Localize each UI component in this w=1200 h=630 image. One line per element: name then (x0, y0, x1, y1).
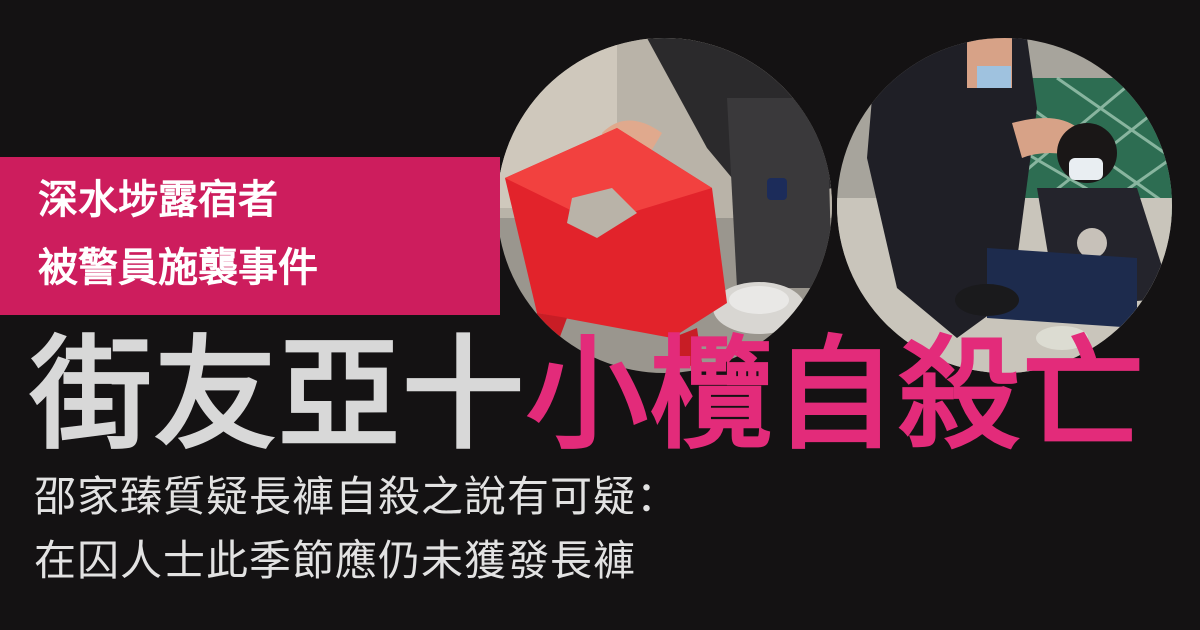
topic-banner (0, 157, 500, 315)
topic-line-2: 被警員施襲事件 (38, 245, 318, 291)
photo-red-stool (497, 38, 832, 373)
topic-line-1: 深水埗露宿者 (38, 177, 278, 223)
headline: 街友亞十小欖自殺亡 (30, 328, 1146, 462)
subtitle-line-1: 邵家臻質疑長褲自殺之說有可疑： (34, 472, 680, 521)
photo-officer-incident (837, 38, 1172, 373)
headline-part-1: 街友亞十 (30, 324, 526, 466)
subtitle-line-2: 在囚人士此季節應仍未獲發長褲 (34, 536, 637, 585)
headline-part-2: 小欖自殺亡 (526, 324, 1146, 466)
